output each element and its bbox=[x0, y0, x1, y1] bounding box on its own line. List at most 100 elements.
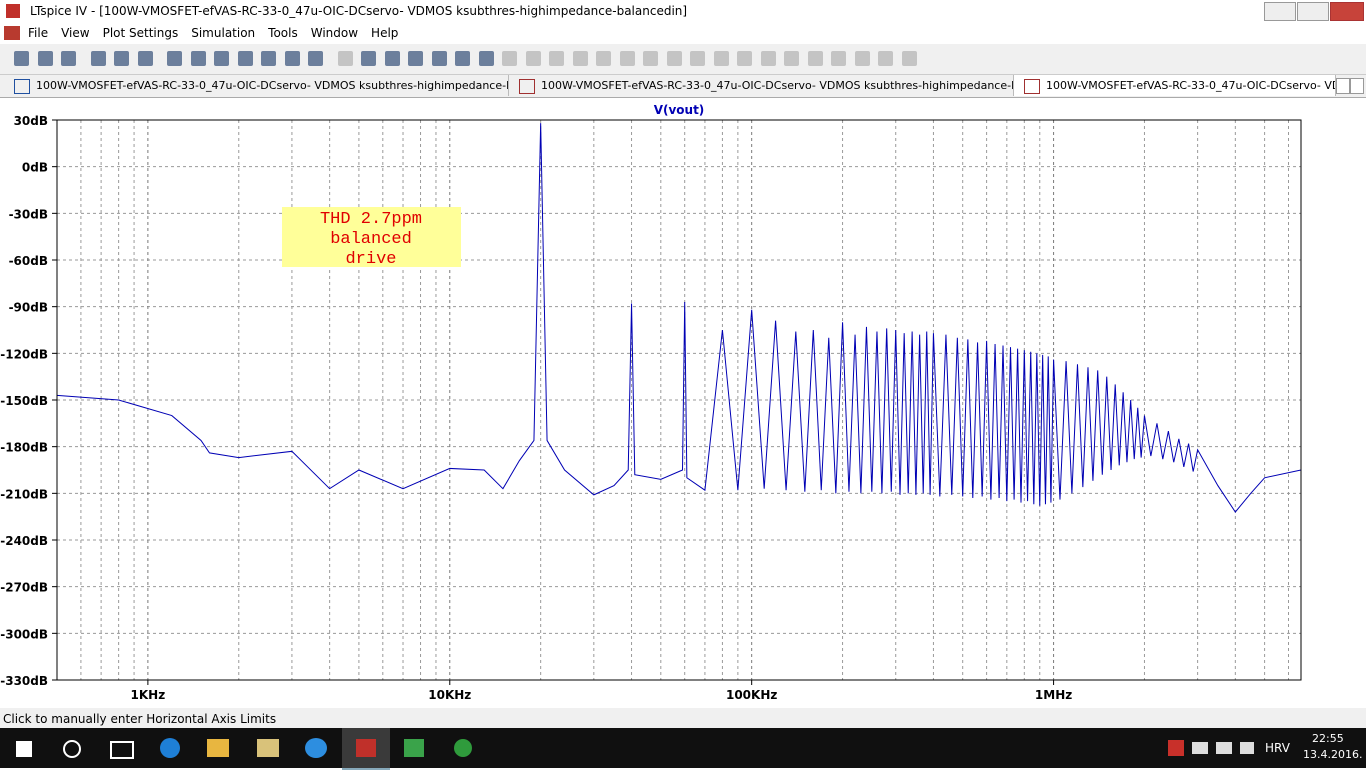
y-tick-label: -210dB bbox=[0, 487, 48, 501]
document-tab[interactable]: 100W-VMOSFET-efVAS-RC-33-0_47u-OIC-DCser… bbox=[4, 75, 509, 96]
toolbar-button[interactable] bbox=[61, 51, 76, 66]
x-tick-label: 100KHz bbox=[726, 688, 777, 702]
toolbar-button[interactable] bbox=[713, 51, 729, 66]
toolbar-button[interactable] bbox=[261, 51, 276, 66]
y-tick-label: -60dB bbox=[9, 254, 48, 268]
document-tab[interactable]: 100W-VMOSFET-efVAS-RC-33-0_47u-OIC-DCser… bbox=[1014, 75, 1336, 96]
start-button[interactable] bbox=[16, 741, 32, 757]
menu-item[interactable]: Simulation bbox=[191, 26, 256, 40]
toolbar-button[interactable] bbox=[337, 51, 353, 66]
tray-icon[interactable] bbox=[1216, 742, 1232, 754]
tab-icon bbox=[519, 79, 535, 94]
tab-scroll-left[interactable] bbox=[1336, 78, 1350, 94]
edge-icon[interactable] bbox=[160, 738, 180, 758]
annotation-text: THD 2.7ppm bbox=[320, 210, 422, 229]
toolbar-button[interactable] bbox=[384, 51, 400, 66]
tab-bar: 100W-VMOSFET-efVAS-RC-33-0_47u-OIC-DCser… bbox=[0, 75, 1366, 98]
toolbar-button[interactable] bbox=[14, 51, 29, 66]
y-tick-label: -150dB bbox=[0, 394, 48, 408]
toolbar-button[interactable] bbox=[502, 51, 517, 66]
menu-item[interactable]: Help bbox=[371, 26, 399, 40]
menu-item[interactable]: View bbox=[61, 26, 90, 40]
toolbar-button[interactable] bbox=[901, 51, 917, 66]
tray-icon[interactable] bbox=[1240, 742, 1254, 754]
tab-label: 100W-VMOSFET-efVAS-RC-33-0_47u-OIC-DCser… bbox=[541, 79, 1014, 92]
status-bar: Click to manually enter Horizontal Axis … bbox=[0, 708, 1366, 728]
toolbar-button[interactable] bbox=[431, 51, 447, 66]
toolbar-button[interactable] bbox=[807, 51, 823, 66]
toolbar-button[interactable] bbox=[596, 51, 611, 66]
document-tab[interactable]: 100W-VMOSFET-efVAS-RC-33-0_47u-OIC-DCser… bbox=[509, 75, 1014, 96]
toolbar-button[interactable] bbox=[854, 51, 870, 66]
toolbar-button[interactable] bbox=[690, 51, 705, 66]
ie-icon[interactable] bbox=[305, 738, 327, 758]
y-tick-label: -120dB bbox=[0, 347, 48, 361]
x-tick-label: 1MHz bbox=[1035, 688, 1072, 702]
annotation-text: balanced bbox=[330, 230, 412, 249]
toolbar-button[interactable] bbox=[137, 51, 153, 66]
toolbar-button[interactable] bbox=[525, 51, 541, 66]
app-icon[interactable] bbox=[454, 739, 472, 757]
toolbar-button[interactable] bbox=[90, 51, 106, 66]
x-tick-label: 1KHz bbox=[131, 688, 166, 702]
menu-item[interactable]: Tools bbox=[268, 26, 298, 40]
menu-bar: File View Plot Settings Simulation Tools Wind… bbox=[0, 22, 1366, 44]
title-bar: LTspice IV - [100W-VMOSFET-efVAS-RC-33-0… bbox=[0, 0, 1366, 22]
toolbar-button[interactable] bbox=[190, 51, 206, 66]
menu-item[interactable]: File bbox=[28, 26, 49, 40]
toolbar-button[interactable] bbox=[408, 51, 423, 66]
toolbar-button[interactable] bbox=[37, 51, 53, 66]
menu-item[interactable]: Window bbox=[310, 26, 359, 40]
toolbar-button[interactable] bbox=[455, 51, 470, 66]
toolbar-button[interactable] bbox=[643, 51, 658, 66]
clock-time[interactable]: 22:55 bbox=[1312, 732, 1344, 745]
y-tick-label: -30dB bbox=[9, 207, 48, 221]
toolbar-button[interactable] bbox=[619, 51, 635, 66]
y-tick-label: -240dB bbox=[0, 534, 48, 548]
minimize-button[interactable] bbox=[1264, 2, 1296, 21]
trace-label: V(vout) bbox=[654, 103, 705, 117]
plot-pane: 30dB 0dB -30dB -60dB -90dB -120dB -150dB -180dB… bbox=[0, 103, 1302, 702]
annotation-text: drive bbox=[345, 250, 396, 269]
annotation-box bbox=[282, 207, 461, 267]
toolbar-button[interactable] bbox=[308, 51, 323, 66]
toolbar-button[interactable] bbox=[214, 51, 229, 66]
toolbar-button[interactable] bbox=[114, 51, 129, 66]
language[interactable]: HRV bbox=[1265, 741, 1290, 755]
explorer-icon[interactable] bbox=[207, 739, 229, 757]
toolbar-button[interactable] bbox=[284, 51, 300, 66]
toolbar-button[interactable] bbox=[831, 51, 846, 66]
app-icon[interactable] bbox=[404, 739, 424, 757]
tray-icon[interactable] bbox=[1168, 740, 1184, 756]
search-button[interactable] bbox=[63, 740, 81, 758]
menu-item[interactable]: Plot Settings bbox=[102, 26, 179, 40]
toolbar-button[interactable] bbox=[737, 51, 752, 66]
tab-label: 100W-VMOSFET-efVAS-RC-33-0_47u-OIC-DCser… bbox=[36, 79, 509, 92]
toolbar-button[interactable] bbox=[878, 51, 893, 66]
clock-date[interactable]: 13.4.2016. bbox=[1303, 748, 1363, 761]
toolbar-button[interactable] bbox=[549, 51, 564, 66]
y-tick-label: 0dB bbox=[22, 161, 48, 175]
y-tick-label: -270dB bbox=[0, 581, 48, 595]
tab-icon bbox=[1024, 79, 1040, 94]
plot-background bbox=[57, 120, 1301, 680]
close-button[interactable] bbox=[1330, 2, 1364, 21]
toolbar bbox=[0, 44, 1366, 75]
plot-frame bbox=[56, 119, 1302, 681]
toolbar-button[interactable] bbox=[361, 51, 376, 66]
toolbar-button[interactable] bbox=[478, 51, 494, 66]
restore-button[interactable] bbox=[1297, 2, 1329, 21]
toolbar-button[interactable] bbox=[760, 51, 776, 66]
toolbar-button[interactable] bbox=[666, 51, 682, 66]
y-tick-label: 30dB bbox=[14, 114, 48, 128]
toolbar-button[interactable] bbox=[167, 51, 182, 66]
tray-icon[interactable] bbox=[1192, 742, 1208, 754]
folder-icon[interactable] bbox=[257, 739, 279, 757]
tab-scroll-right[interactable] bbox=[1350, 78, 1364, 94]
toolbar-button[interactable] bbox=[572, 51, 588, 66]
toolbar-button[interactable] bbox=[784, 51, 799, 66]
y-tick-label: -180dB bbox=[0, 441, 48, 455]
toolbar-button[interactable] bbox=[237, 51, 253, 66]
task-view[interactable] bbox=[110, 741, 134, 759]
